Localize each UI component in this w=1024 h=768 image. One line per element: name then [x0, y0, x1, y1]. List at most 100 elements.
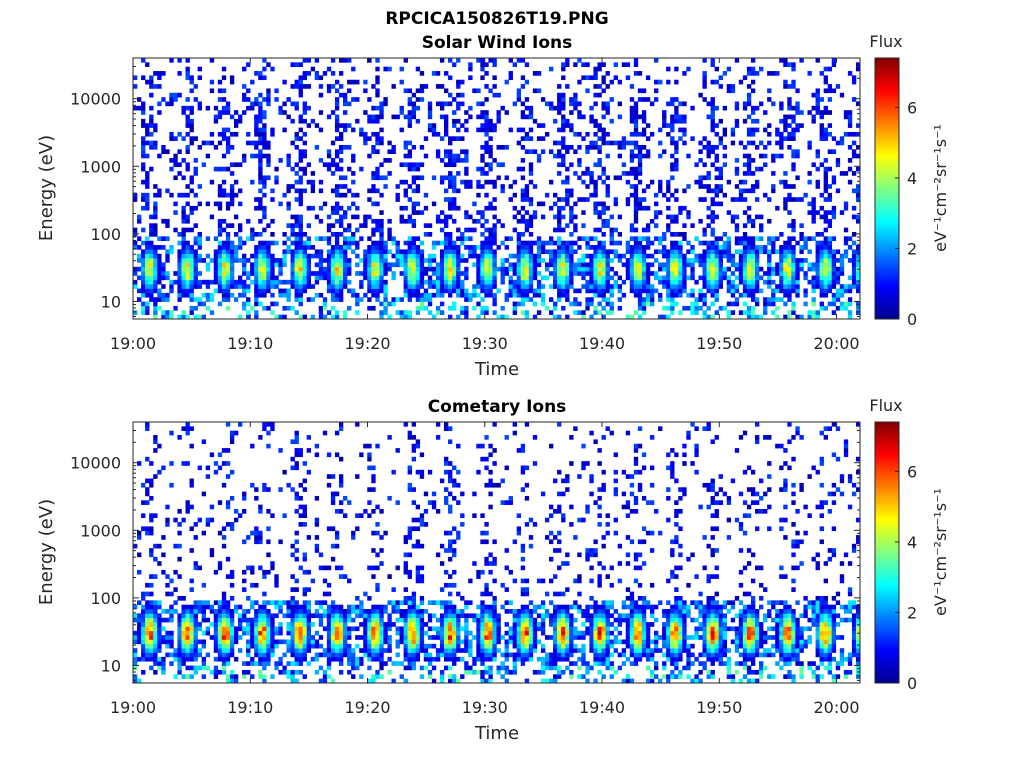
heatmap-cell	[411, 249, 417, 255]
heatmap-cell	[742, 153, 748, 159]
heatmap-cell	[573, 131, 578, 137]
heatmap-cell	[791, 153, 796, 159]
heatmap-cell	[710, 301, 715, 307]
heatmap-cell	[480, 266, 485, 272]
heatmap-cell	[799, 123, 804, 128]
heatmap-cell	[294, 240, 299, 246]
heatmap-cell	[189, 284, 194, 289]
heatmap-cell	[419, 175, 425, 181]
heatmap-cell	[359, 271, 364, 276]
heatmap-cell	[246, 258, 251, 263]
heatmap-cell	[520, 271, 526, 276]
heatmap-cell	[771, 101, 776, 107]
heatmap-cell	[787, 310, 792, 315]
heatmap-cell	[480, 305, 485, 311]
heatmap-cell	[480, 284, 485, 289]
heatmap-cell	[456, 205, 461, 211]
heatmap-cell	[189, 426, 194, 431]
heatmap-cell	[492, 58, 497, 63]
heatmap-cell	[448, 162, 453, 168]
heatmap-cell	[682, 223, 687, 228]
heatmap-cell	[488, 266, 493, 272]
heatmap-cell	[528, 136, 534, 141]
heatmap-cell	[330, 188, 336, 194]
heatmap-cell	[617, 284, 623, 289]
heatmap-cell	[694, 179, 699, 185]
heatmap-cell	[290, 643, 295, 649]
heatmap-cell	[173, 569, 178, 575]
heatmap-cell	[137, 218, 142, 224]
heatmap-cell	[645, 271, 651, 276]
heatmap-cell	[819, 131, 824, 137]
heatmap-cell	[524, 314, 530, 320]
heatmap-cell	[577, 131, 582, 137]
heatmap-cell	[456, 58, 461, 63]
heatmap-cell	[561, 75, 566, 81]
heatmap-cell	[746, 288, 752, 294]
heatmap-cell	[177, 574, 182, 579]
heatmap-cell	[290, 275, 295, 281]
heatmap-cell	[565, 249, 570, 255]
heatmap-cell	[165, 149, 170, 154]
heatmap-cell	[524, 297, 530, 302]
heatmap-cell	[375, 79, 380, 85]
heatmap-cell	[290, 271, 295, 276]
heatmap-cell	[767, 236, 772, 241]
heatmap-cell	[855, 253, 861, 259]
heatmap-cell	[161, 236, 166, 241]
heatmap-cell	[294, 145, 299, 150]
heatmap-cell	[472, 201, 477, 207]
heatmap-cell	[569, 240, 574, 246]
heatmap-cell	[322, 162, 328, 168]
heatmap-cell	[605, 192, 610, 198]
heatmap-cell	[286, 630, 291, 636]
heatmap-cell	[645, 136, 651, 141]
heatmap-cell	[593, 123, 598, 128]
heatmap-cell	[791, 166, 796, 172]
heatmap-cell	[149, 548, 154, 553]
heatmap-cell	[532, 275, 538, 281]
heatmap-cell	[718, 184, 723, 189]
heatmap-cell	[540, 123, 546, 128]
heatmap-cell	[670, 297, 675, 302]
heatmap-cell	[298, 179, 303, 185]
heatmap-cell	[415, 184, 421, 189]
heatmap-cell	[763, 310, 768, 315]
heatmap-cell	[617, 305, 623, 311]
heatmap-cell	[823, 305, 828, 311]
heatmap-cell	[181, 517, 186, 523]
heatmap-cell	[823, 179, 828, 185]
heatmap-cell	[605, 284, 610, 289]
heatmap-cell	[375, 288, 380, 294]
heatmap-cell	[597, 227, 602, 233]
heatmap-cell	[730, 284, 736, 289]
heatmap-cell	[819, 240, 824, 246]
heatmap-cell	[512, 301, 517, 307]
heatmap-cell	[367, 279, 372, 285]
heatmap-cell	[133, 84, 138, 89]
heatmap-cell	[262, 240, 267, 246]
heatmap-cell	[698, 288, 703, 294]
heatmap-cell	[427, 284, 433, 289]
heatmap-cell	[326, 153, 332, 159]
heatmap-cell	[714, 279, 719, 285]
heatmap-cell	[452, 97, 457, 102]
heatmap-cell	[536, 271, 542, 276]
heatmap-cell	[633, 58, 639, 63]
heatmap-cell	[290, 604, 295, 610]
heatmap-cell	[629, 131, 635, 137]
heatmap-cell	[561, 153, 566, 159]
heatmap-cell	[799, 314, 804, 320]
heatmap-cell	[201, 258, 206, 263]
heatmap-cell	[448, 288, 453, 294]
heatmap-cell	[746, 262, 752, 268]
heatmap-cell	[617, 232, 623, 237]
heatmap-cell	[282, 253, 287, 259]
heatmap-cell	[690, 271, 695, 276]
heatmap-cell	[435, 262, 441, 268]
heatmap-cell	[242, 578, 247, 584]
heatmap-cell	[476, 314, 481, 320]
heatmap-cell	[294, 648, 299, 653]
heatmap-cell	[452, 301, 457, 307]
heatmap-cell	[452, 136, 457, 141]
